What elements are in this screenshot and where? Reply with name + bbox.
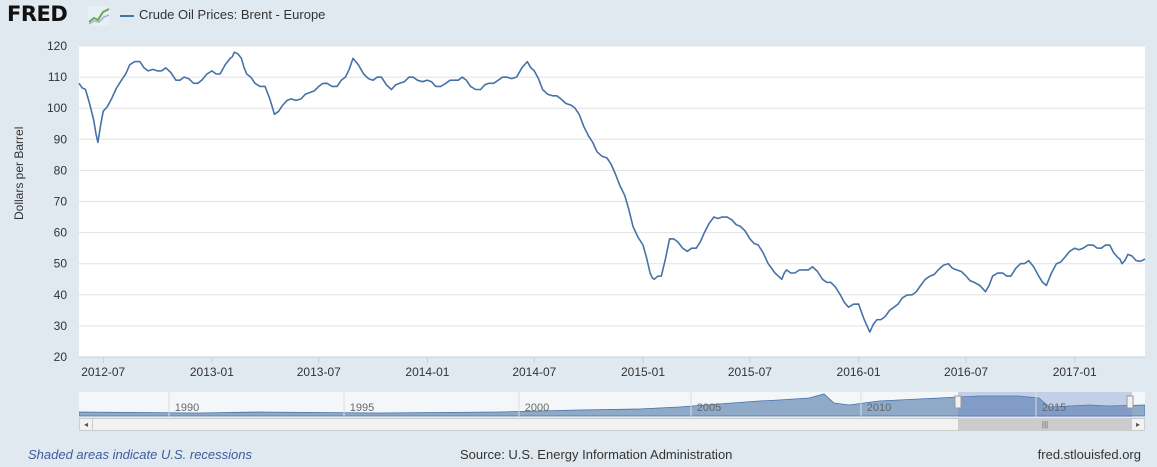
series-layer <box>78 51 1146 333</box>
legend-label: Crude Oil Prices: Brent - Europe <box>139 7 326 22</box>
site-link[interactable]: fred.stlouisfed.org <box>1037 447 1141 462</box>
legend[interactable]: Crude Oil Prices: Brent - Europe <box>120 7 325 22</box>
navigator-tick-label: 2000 <box>525 402 549 414</box>
y-tick-label: 120 <box>47 39 67 53</box>
grid <box>79 45 1145 358</box>
chart[interactable]: 20 30 40 50 60 70 80 90 100 110 120 2012-07 2013-01… <box>0 0 1157 390</box>
scroll-left-button[interactable]: ◂ <box>80 419 93 430</box>
x-tick-label: 2015-07 <box>728 365 772 379</box>
x-tick-label: 2014-07 <box>512 365 556 379</box>
navigator-tick-label: 2005 <box>697 402 721 414</box>
navigator-selected-range <box>958 392 1132 417</box>
y-axis-ticks: 20 30 40 50 60 70 80 90 100 110 120 <box>47 39 67 364</box>
navigator-tick-label: 2010 <box>867 402 891 414</box>
y-tick-label: 20 <box>54 350 68 364</box>
y-tick-label: 100 <box>47 101 67 115</box>
x-tick-label: 2016-01 <box>837 365 881 379</box>
y-tick-label: 60 <box>54 226 68 240</box>
legend-swatch <box>120 14 134 17</box>
navigator-series-area <box>79 393 1145 417</box>
navigator-left-handle[interactable] <box>954 395 962 409</box>
x-tick-label: 2016-07 <box>944 365 988 379</box>
x-tick-label: 2013-01 <box>190 365 234 379</box>
navigator-tick-label: 1990 <box>175 402 199 414</box>
recession-note[interactable]: Shaded areas indicate U.S. recessions <box>28 447 253 462</box>
navigator-tick-label: 2015 <box>1042 402 1066 414</box>
y-tick-label: 80 <box>54 163 68 177</box>
x-tick-label: 2014-01 <box>405 365 449 379</box>
header: FRED Crude Oil Prices: Brent - Europe <box>0 0 1157 32</box>
x-tick-label: 2017-01 <box>1053 365 1097 379</box>
scrollbar[interactable]: ◂ ||| ▸ <box>79 418 1145 431</box>
chart-logo-icon <box>88 6 110 26</box>
range-navigator[interactable]: 1990 1995 2000 2005 2010 2015 <box>79 392 1145 417</box>
source-note: Source: U.S. Energy Information Administ… <box>460 447 733 462</box>
x-tick-label: 2012-07 <box>81 365 125 379</box>
y-tick-label: 90 <box>54 132 68 146</box>
y-tick-label: 110 <box>48 70 67 84</box>
scroll-right-button[interactable]: ▸ <box>1131 419 1144 430</box>
navigator-right-handle[interactable] <box>1126 395 1134 409</box>
y-tick-label: 40 <box>54 288 68 302</box>
x-tick-label: 2013-07 <box>297 365 341 379</box>
fred-logo[interactable]: FRED <box>7 2 68 26</box>
navigator-ticks: 1990 1995 2000 2005 2010 2015 <box>168 392 1066 417</box>
y-tick-label: 70 <box>54 195 68 209</box>
y-tick-label: 30 <box>54 319 68 333</box>
navigator-tick-label: 1995 <box>350 402 374 414</box>
y-tick-label: 50 <box>54 257 68 271</box>
x-axis-ticks: 2012-07 2013-01 2013-07 2014-01 2014-07 2015-… <box>79 356 1145 379</box>
x-tick-label: 2015-01 <box>621 365 665 379</box>
series-line <box>78 51 1146 333</box>
scroll-thumb[interactable]: ||| <box>958 419 1132 430</box>
